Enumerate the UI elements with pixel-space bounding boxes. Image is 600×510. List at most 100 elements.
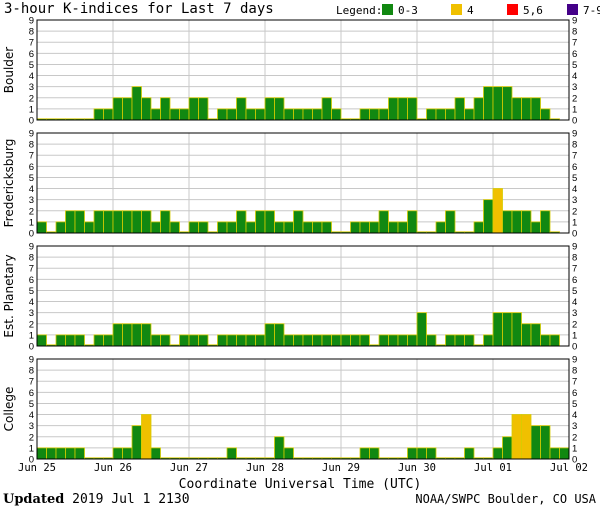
k-index-bar: [378, 334, 389, 347]
y-tick-label: 0: [29, 455, 34, 466]
k-index-bar: [150, 108, 161, 121]
y-tick-label: 4: [29, 71, 34, 82]
legend-item-label: 7-9: [583, 4, 600, 17]
k-index-bar: [454, 97, 465, 121]
k-index-bar: [302, 221, 313, 234]
k-index-bar: [179, 108, 190, 121]
k-index-bar: [245, 334, 256, 347]
k-index-bar: [141, 97, 152, 121]
k-index-bar: [378, 210, 389, 234]
k-index-bar: [198, 334, 209, 347]
k-index-bar: [407, 334, 418, 347]
k-index-bar: [521, 210, 532, 234]
y-tick-label: 5: [572, 399, 577, 410]
k-index-bar: [454, 334, 465, 347]
k-index-bar: [141, 414, 152, 460]
y-tick-label: 7: [29, 264, 34, 275]
k-index-bar: [540, 210, 551, 234]
k-index-bar: [540, 425, 551, 460]
k-index-bar: [549, 447, 560, 460]
k-index-bar: [435, 221, 446, 234]
y-tick-label: 9: [572, 242, 577, 253]
y-tick-label: 2: [572, 432, 577, 443]
y-tick-label: 0: [572, 342, 577, 353]
panel-name: Est. Planetary: [2, 254, 16, 337]
y-tick-label: 4: [572, 71, 577, 82]
k-index-bar: [549, 334, 560, 347]
k-index-bar: [302, 334, 313, 347]
k-index-bar: [483, 334, 494, 347]
k-index-bar: [198, 97, 209, 121]
k-index-bar: [302, 108, 313, 121]
k-index-bar: [55, 221, 66, 234]
y-tick-label: 4: [29, 184, 34, 195]
y-tick-label: 8: [572, 253, 577, 264]
y-tick-label: 6: [29, 162, 34, 173]
k-index-bar: [84, 221, 95, 234]
k-index-bar: [359, 221, 370, 234]
y-tick-label: 4: [29, 297, 34, 308]
k-index-bar: [293, 334, 304, 347]
y-tick-label: 7: [572, 264, 577, 275]
k-index-bar: [445, 334, 456, 347]
k-index-bar: [397, 334, 408, 347]
y-tick-label: 0: [572, 229, 577, 240]
legend-swatch-4: [451, 4, 462, 15]
k-index-bar: [112, 97, 123, 121]
y-tick-label: 6: [29, 388, 34, 399]
k-index-bar: [321, 221, 332, 234]
k-index-bar: [378, 108, 389, 121]
y-tick-label: 3: [29, 421, 34, 432]
legend-item-label: 4: [467, 4, 474, 17]
k-index-bar: [426, 334, 437, 347]
k-index-bar: [255, 334, 266, 347]
x-tick-label: Jun 29: [322, 462, 360, 474]
k-index-bar: [112, 447, 123, 460]
k-index-bar: [511, 312, 522, 347]
k-index-bar: [473, 221, 484, 234]
k-index-bar: [445, 210, 456, 234]
k-index-bar: [369, 108, 380, 121]
k-index-bar: [274, 436, 285, 460]
k-index-bar: [236, 334, 247, 347]
k-index-bar: [483, 199, 494, 234]
updated-value: 2019 Jul 1 2130: [72, 492, 190, 507]
k-index-bar: [198, 221, 209, 234]
y-tick-label: 0: [572, 116, 577, 127]
legend-item-label: 0-3: [398, 4, 418, 17]
k-index-bar: [65, 447, 76, 460]
k-index-bar: [369, 447, 380, 460]
y-tick-label: 8: [572, 140, 577, 151]
k-index-bar: [36, 447, 47, 460]
y-tick-label: 5: [29, 60, 34, 71]
k-index-bar: [131, 425, 142, 460]
y-tick-label: 9: [29, 129, 34, 140]
k-index-bar: [492, 447, 503, 460]
x-tick-label: Jun 30: [398, 462, 436, 474]
k-index-bar: [530, 425, 541, 460]
k-index-bar: [426, 108, 437, 121]
panel-name: Fredericksburg: [2, 139, 16, 228]
k-index-bar: [502, 86, 513, 121]
k-index-bar: [511, 97, 522, 121]
legend-item-label: 5,6: [523, 4, 543, 17]
k-index-bar: [492, 312, 503, 347]
k-index-bar: [369, 221, 380, 234]
k-index-bar: [321, 97, 332, 121]
k-index-bar: [103, 210, 114, 234]
y-tick-label: 7: [572, 38, 577, 49]
y-tick-label: 8: [29, 366, 34, 377]
y-tick-label: 9: [29, 16, 34, 27]
y-tick-label: 6: [29, 49, 34, 60]
legend-swatch-0-3: [382, 4, 393, 15]
k-index-bar: [179, 334, 190, 347]
k-index-bar: [340, 334, 351, 347]
k-index-bar: [112, 323, 123, 347]
k-index-bar: [74, 447, 85, 460]
k-index-bar: [492, 86, 503, 121]
panel-name: College: [2, 387, 16, 432]
k-index-bar: [226, 221, 237, 234]
data-source: NOAA/SWPC Boulder, CO USA: [415, 492, 596, 506]
y-tick-label: 0: [29, 229, 34, 240]
k-index-bar: [217, 334, 228, 347]
